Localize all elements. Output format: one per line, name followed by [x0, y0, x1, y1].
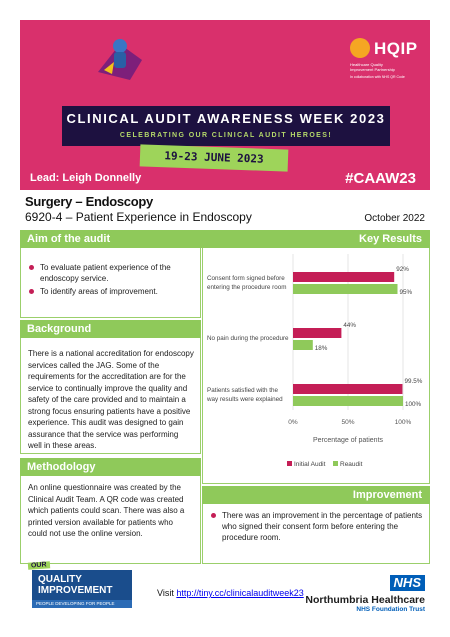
bar-reaudit	[293, 340, 313, 350]
aim-bullet-text: To identify areas of improvement.	[40, 287, 158, 296]
methodology-title: Methodology	[27, 461, 96, 473]
category-label: Patients satisfied with the	[207, 387, 279, 394]
background-text: There is a national accreditation for en…	[28, 349, 194, 450]
event-title: CLINICAL AUDIT AWARENESS WEEK 2023	[66, 111, 386, 126]
bar-initial-audit	[293, 328, 342, 338]
results-chart: 0% 50% 100% Consent form signed before enter…	[206, 254, 423, 468]
hqip-collaboration: In collaboration with NHS QR Code	[350, 75, 405, 79]
bullet-icon	[29, 265, 34, 270]
event-subtitle: CELEBRATING OUR CLINICAL AUDIT HEROES!	[119, 132, 333, 139]
quality-improvement-logo: QUALITY IMPROVEMENT OUR PEOPLE DEVELOPIN…	[27, 561, 132, 610]
list-item: To evaluate patient experience of the en…	[27, 262, 194, 284]
bar-initial-audit	[293, 272, 395, 282]
hqip-logo: HQIP Healthcare Quality Improvement Part…	[350, 38, 420, 79]
legend-swatch	[287, 461, 292, 466]
list-item: There was an improvement in the percenta…	[209, 510, 423, 543]
aim-title: Aim of the audit	[27, 233, 111, 245]
specialty-title: Surgery – Endoscopy	[25, 194, 153, 209]
aim-section-header: Aim of the audit	[20, 230, 430, 248]
event-title-bar: CLINICAL AUDIT AWARENESS WEEK 2023 CELEB…	[62, 106, 390, 146]
improvement-section-header: Improvement	[202, 486, 430, 504]
category-label: entering the procedure room	[207, 284, 286, 291]
nhs-logo: NHS	[389, 575, 425, 591]
improvement-bullet-list: There was an improvement in the percenta…	[209, 510, 423, 543]
hqip-name: HQIP	[374, 39, 418, 58]
methodology-section-header: Methodology	[20, 458, 201, 476]
x-axis-label: Percentage of patients	[313, 437, 384, 444]
background-title: Background	[27, 323, 92, 335]
legend-label: Initial Audit	[294, 461, 326, 468]
data-label: 100%	[405, 401, 422, 408]
category-label: way results were explained	[206, 396, 283, 403]
methodology-text: An online questionnaire was created by t…	[28, 483, 185, 538]
key-results-title: Key Results	[359, 233, 422, 245]
qi-title: QUALITY IMPROVEMENT	[32, 570, 132, 600]
data-label: 18%	[315, 345, 328, 352]
background-section: There is a national accreditation for en…	[20, 338, 201, 454]
x-tick-label: 50%	[341, 419, 354, 426]
audit-title: 6920-4 – Patient Experience in Endoscopy	[25, 210, 252, 224]
trust-name: Northumbria Healthcare	[305, 594, 425, 606]
data-label: 99.5%	[404, 378, 422, 385]
category-label: Consent form signed before	[207, 275, 285, 282]
x-tick-label: 100%	[395, 419, 412, 426]
bar-reaudit	[293, 396, 403, 406]
bar-initial-audit	[293, 384, 403, 394]
trust-type: NHS Foundation Trust	[356, 606, 425, 613]
methodology-section: An online questionnaire was created by t…	[20, 476, 201, 564]
key-results-section: 0% 50% 100% Consent form signed before enter…	[202, 248, 430, 484]
visit-line: Visit http://tiny.cc/clinicalauditweek23	[157, 588, 304, 598]
background-section-header: Background	[20, 320, 201, 338]
data-label: 92%	[396, 266, 409, 273]
hqip-logo-icon	[350, 38, 370, 58]
hashtag: #CAAW23	[345, 170, 416, 187]
aim-section: To evaluate patient experience of the en…	[20, 248, 201, 318]
visit-label: Visit	[157, 588, 177, 598]
improvement-title: Improvement	[352, 489, 422, 501]
legend-label: Reaudit	[340, 461, 363, 468]
qi-tagline: PEOPLE DEVELOPING FOR PEOPLE	[32, 600, 132, 608]
event-dates: 19-23 JUNE 2023	[139, 144, 289, 172]
report-date: October 2022	[364, 213, 425, 224]
aim-bullet-text: To evaluate patient experience of the en…	[40, 263, 171, 283]
hqip-subtitle: Healthcare Quality Improvement Partnersh…	[350, 62, 395, 72]
event-dates-text: 19-23 JUNE 2023	[164, 149, 264, 166]
bar-reaudit	[293, 284, 398, 294]
lead-name: Lead: Leigh Donnelly	[30, 172, 142, 184]
banner: HQIP Healthcare Quality Improvement Part…	[20, 20, 430, 190]
aim-bullet-list: To evaluate patient experience of the en…	[27, 262, 194, 297]
bullet-icon	[211, 513, 216, 518]
improvement-bullet-text: There was an improvement in the percenta…	[222, 511, 423, 542]
category-label: No pain during the procedure	[207, 335, 289, 342]
x-tick-label: 0%	[288, 419, 298, 426]
nhs-trust-logo: NHS Northumbria Healthcare NHS Foundatio…	[305, 574, 425, 613]
legend-swatch	[333, 461, 338, 466]
improvement-section: There was an improvement in the percenta…	[202, 504, 430, 564]
superhero-mascot-icon	[98, 39, 142, 80]
data-label: 95%	[400, 289, 413, 296]
data-label: 44%	[343, 322, 356, 329]
qi-our-label: OUR	[27, 561, 50, 570]
bullet-icon	[29, 289, 34, 294]
list-item: To identify areas of improvement.	[27, 286, 194, 297]
visit-link[interactable]: http://tiny.cc/clinicalauditweek23	[176, 588, 304, 598]
